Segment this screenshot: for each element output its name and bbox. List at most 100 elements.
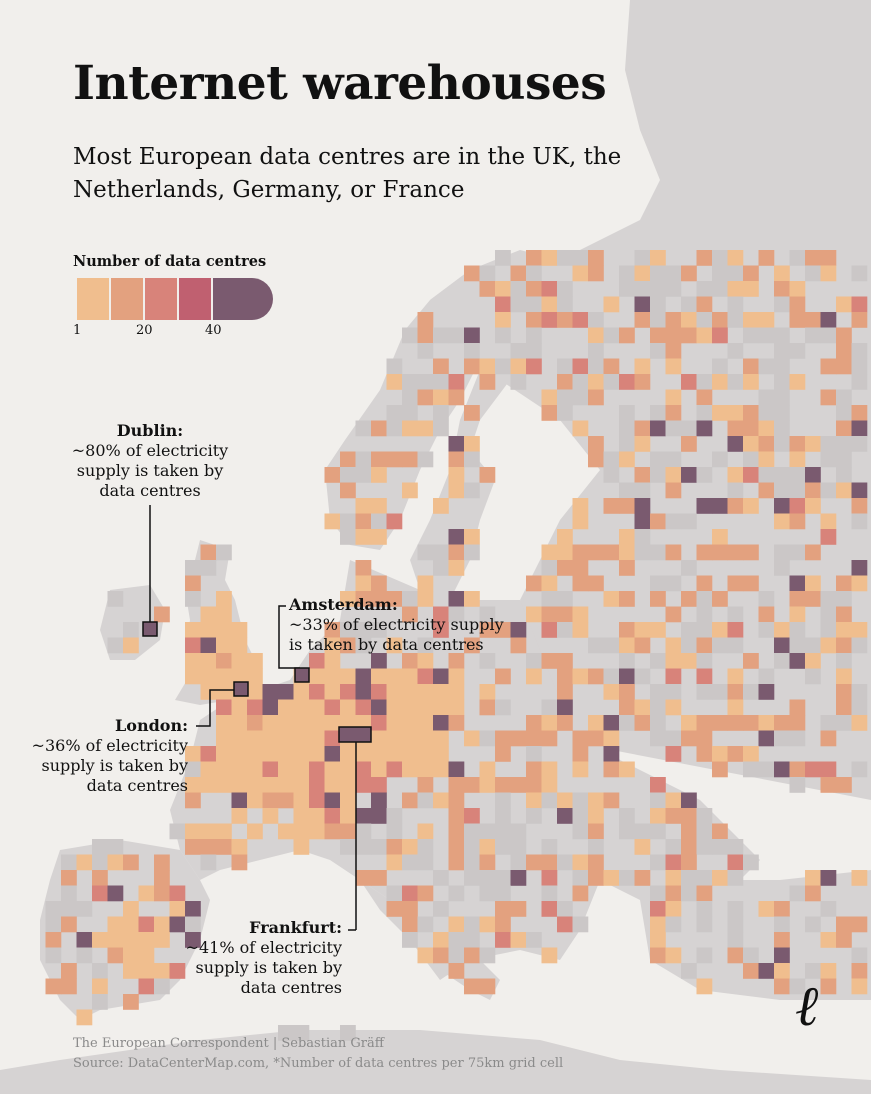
grid-cell	[696, 684, 713, 700]
grid-cell	[789, 467, 806, 483]
grid-cell	[774, 932, 790, 948]
grid-cell	[247, 792, 263, 809]
grid-cell	[541, 730, 558, 747]
grid-cell	[371, 420, 387, 437]
grid-cell	[526, 281, 542, 297]
grid-cell	[464, 947, 480, 964]
grid-cell	[557, 544, 573, 561]
grid-cell	[479, 916, 496, 933]
grid-cell	[696, 544, 713, 561]
grid-cell	[371, 730, 387, 747]
grid-cell	[138, 963, 155, 979]
grid-cell	[340, 513, 356, 530]
grid-cell	[650, 513, 666, 530]
grid-cell	[727, 637, 744, 654]
annotation-london: London: ~36% of electricity supply is ta…	[10, 716, 188, 796]
grid-cell	[665, 389, 682, 406]
grid-cell	[557, 684, 573, 700]
grid-cell	[495, 668, 511, 685]
grid-cell	[526, 312, 542, 328]
grid-cell	[92, 839, 108, 855]
grid-cell	[805, 436, 821, 452]
grid-cell	[774, 327, 790, 344]
grid-cell	[278, 715, 294, 731]
grid-cell	[417, 730, 434, 747]
grid-cell	[402, 901, 418, 917]
grid-cell	[479, 358, 496, 375]
grid-cell	[448, 916, 465, 933]
grid-cell	[154, 606, 170, 623]
grid-cell	[479, 606, 496, 623]
grid-cell	[650, 296, 666, 313]
grid-cell	[231, 854, 248, 871]
grid-cell	[433, 622, 449, 638]
grid-cell	[727, 374, 744, 390]
grid-cell	[820, 761, 837, 778]
grid-cell	[572, 622, 589, 638]
grid-cell	[665, 405, 682, 421]
grid-cell	[588, 668, 604, 685]
grid-cell	[572, 560, 589, 576]
annotation-amsterdam: Amsterdam: ~33% of electricity supply is…	[289, 595, 519, 655]
grid-cell	[836, 637, 852, 654]
grid-cell	[665, 668, 682, 685]
grid-cell	[743, 281, 759, 297]
legend-tick-20: 20	[136, 323, 153, 338]
grid-cell	[634, 358, 651, 375]
grid-cell	[340, 777, 356, 793]
grid-cell	[417, 761, 434, 778]
grid-cell	[479, 978, 496, 995]
grid-cell	[448, 544, 465, 561]
grid-cell	[665, 358, 682, 375]
grid-cell	[278, 746, 294, 762]
grid-cell	[588, 451, 604, 468]
grid-cell	[789, 296, 806, 313]
grid-cell	[650, 281, 666, 297]
grid-cell	[743, 467, 759, 483]
grid-cell	[758, 420, 775, 437]
grid-cell	[355, 823, 372, 840]
grid-cell	[758, 327, 775, 344]
grid-cell	[820, 963, 837, 979]
grid-cell	[433, 947, 449, 964]
grid-cell	[820, 715, 837, 731]
grid-cell	[371, 699, 387, 716]
grid-cell	[61, 963, 77, 979]
land-africa	[0, 1030, 871, 1094]
grid-cell	[665, 265, 682, 282]
grid-cell	[836, 668, 852, 685]
grid-cell	[774, 963, 790, 979]
grid-cell	[820, 312, 837, 328]
grid-cell	[340, 591, 356, 607]
grid-cell	[107, 916, 124, 933]
grid-cell	[665, 544, 682, 561]
legend-tick-40: 40	[205, 323, 222, 338]
grid-cell	[138, 932, 155, 948]
grid-cell	[727, 343, 744, 359]
grid-cell	[433, 932, 449, 948]
grid-cell	[727, 296, 744, 313]
grid-cell	[216, 761, 232, 778]
grid-cell	[619, 327, 635, 344]
grid-cell	[650, 684, 666, 700]
grid-cell	[603, 451, 620, 468]
grid-cell	[340, 467, 356, 483]
grid-cell	[510, 730, 527, 747]
grid-cell	[851, 420, 868, 437]
grid-cell	[572, 606, 589, 623]
grid-cell	[526, 746, 542, 762]
grid-cell	[371, 451, 387, 468]
grid-cell	[386, 823, 403, 840]
grid-cell	[712, 839, 728, 855]
grid-cell	[727, 498, 744, 514]
grid-cell	[774, 901, 790, 917]
grid-cell	[278, 730, 294, 747]
grid-cell	[836, 467, 852, 483]
grid-cell	[619, 544, 635, 561]
grid-cell	[743, 358, 759, 375]
grid-cell	[154, 870, 170, 886]
grid-cell	[448, 684, 465, 700]
grid-cell	[836, 622, 852, 638]
grid-cell	[340, 1025, 356, 1041]
grid-cell	[774, 467, 790, 483]
